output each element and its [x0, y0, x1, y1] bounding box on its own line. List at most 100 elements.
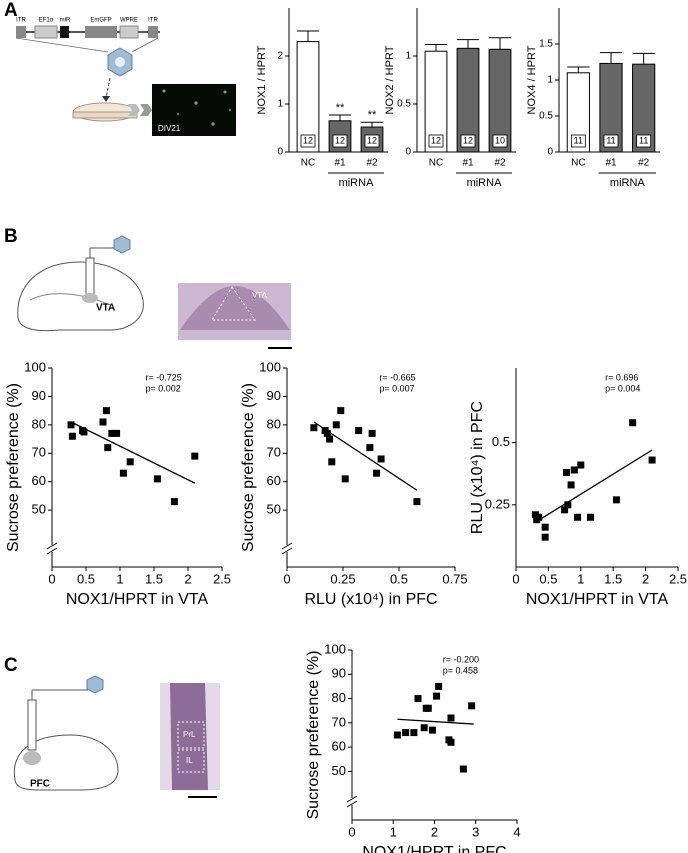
x-tick-label: 0.5 [539, 571, 557, 586]
x-tick-label: 1 [116, 571, 123, 586]
y-tick-label: 1.5 [539, 39, 553, 50]
point [68, 432, 76, 440]
point [468, 702, 476, 710]
point [323, 429, 331, 437]
x-tick-label: 2 [642, 571, 649, 586]
point [459, 765, 467, 773]
n-label: 12 [367, 135, 377, 145]
point [612, 496, 620, 504]
axis-break [346, 795, 358, 803]
point [377, 455, 385, 463]
y-tick-label: 70 [32, 445, 46, 460]
n-label: 12 [303, 135, 313, 145]
vta-schematic: VTA VTA [17, 235, 292, 349]
x-tick-label: 2.5 [213, 571, 231, 586]
point [648, 456, 656, 464]
stat-label: p= 0.004 [605, 383, 640, 393]
axis-break [46, 547, 58, 555]
point [577, 461, 585, 469]
y-tick-label: 100 [24, 359, 46, 374]
point [337, 407, 345, 415]
x-tick-label: 0 [348, 824, 355, 839]
point [99, 418, 107, 426]
y-axis-label: NOX2 / HPRT [384, 45, 396, 114]
point [447, 714, 455, 722]
x-tick-label: #1 [334, 158, 346, 169]
n-label: 12 [463, 135, 473, 145]
region-label: PFC [30, 779, 50, 790]
n-box [300, 134, 316, 148]
point [414, 695, 422, 703]
point [102, 407, 110, 415]
y-axis-label: RLU (x10⁴) in PFC [469, 401, 486, 534]
point [563, 468, 571, 476]
group-label: miRNA [610, 177, 645, 189]
x-tick-label: 4 [513, 824, 520, 839]
region-label: PrL [183, 730, 196, 739]
point [104, 444, 112, 452]
y-tick-label: 60 [332, 739, 346, 754]
point [424, 704, 432, 712]
point [108, 429, 116, 437]
point [564, 501, 572, 509]
region-label: VTA [96, 303, 115, 314]
x-axis-label: NOX1/HPRT in VTA [526, 591, 669, 608]
y-tick-label: 80 [332, 690, 346, 705]
point [541, 523, 549, 531]
x-axis-label: NOX1/HPRT in VTA [66, 591, 209, 608]
pfc-schematic: PFC PrL IL [13, 675, 220, 798]
axis-break [46, 542, 58, 550]
point [535, 513, 543, 521]
point [413, 498, 421, 506]
point [574, 513, 582, 521]
point [428, 726, 436, 734]
point [561, 506, 569, 514]
x-tick-label: 1 [390, 824, 397, 839]
x-tick-label: NC [429, 158, 443, 169]
x-tick-label: 0.5 [77, 571, 95, 586]
y-tick-label: 50 [32, 502, 46, 517]
y-tick-label: 0.25 [485, 496, 510, 511]
point [119, 469, 127, 477]
x-tick-label: 0 [512, 571, 519, 586]
significance: ** [336, 102, 345, 114]
point [541, 533, 549, 541]
n-box [460, 134, 476, 148]
x-tick-label: #1 [462, 158, 474, 169]
vector-label: EmGFP [90, 18, 111, 24]
point [126, 458, 134, 466]
y-tick-label: 1 [277, 99, 283, 110]
stat-label: p= 0.002 [146, 383, 181, 393]
point [341, 475, 349, 483]
vector-label: WPRE [120, 18, 138, 24]
x-tick-label: NC [301, 158, 315, 169]
x-tick-label: 1 [577, 571, 584, 586]
y-tick-label: 100 [324, 641, 346, 656]
n-label: 11 [639, 135, 648, 145]
y-tick-label: 0.5 [539, 111, 553, 122]
point [373, 469, 381, 477]
y-axis-label: NOX4 / HPRT [526, 45, 538, 114]
n-label: 10 [495, 135, 505, 145]
x-tick-label: 0.5 [390, 571, 408, 586]
point [567, 481, 575, 489]
point [326, 435, 334, 443]
n-label: 12 [431, 135, 441, 145]
stat-label: r= -0.200 [443, 654, 479, 664]
point [328, 458, 336, 466]
y-tick-label: 100 [259, 359, 281, 374]
vector-label: ITR [16, 18, 26, 24]
y-axis-label: Sucrose preference (%) [5, 383, 22, 552]
y-tick-label: 60 [267, 473, 281, 488]
n-box [428, 134, 444, 148]
y-tick-label: 0.5 [492, 434, 510, 449]
axis-break [346, 800, 358, 808]
x-tick-label: 2 [184, 571, 191, 586]
n-label: 11 [574, 135, 583, 145]
y-axis-label: NOX1 / HPRT [256, 45, 268, 114]
n-box [603, 134, 619, 148]
point [113, 429, 121, 437]
n-box [570, 134, 586, 148]
point [355, 427, 363, 435]
fit-line [397, 718, 474, 725]
